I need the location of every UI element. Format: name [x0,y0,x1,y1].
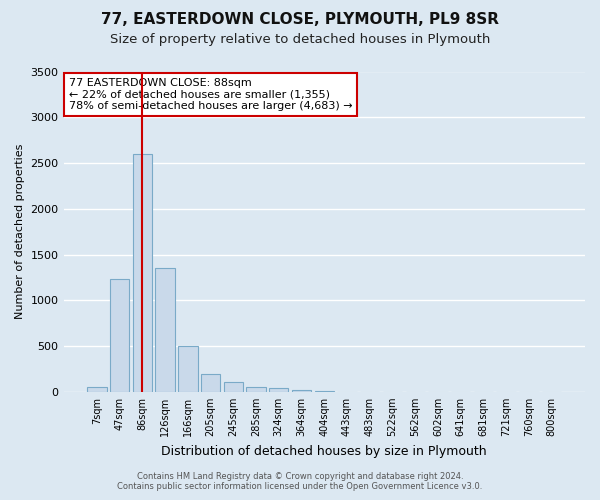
Bar [292,390,311,392]
X-axis label: Distribution of detached houses by size in Plymouth: Distribution of detached houses by size … [161,444,487,458]
Bar [201,374,220,392]
Text: Size of property relative to detached houses in Plymouth: Size of property relative to detached ho… [110,32,490,46]
Bar [178,346,197,392]
Bar [133,154,152,392]
Text: 77, EASTERDOWN CLOSE, PLYMOUTH, PL9 8SR: 77, EASTERDOWN CLOSE, PLYMOUTH, PL9 8SR [101,12,499,28]
Bar [155,268,175,392]
Y-axis label: Number of detached properties: Number of detached properties [15,144,25,320]
Bar [110,279,130,392]
Text: 77 EASTERDOWN CLOSE: 88sqm
← 22% of detached houses are smaller (1,355)
78% of s: 77 EASTERDOWN CLOSE: 88sqm ← 22% of deta… [69,78,352,111]
Text: Contains HM Land Registry data © Crown copyright and database right 2024.
Contai: Contains HM Land Registry data © Crown c… [118,472,482,491]
Bar [269,388,289,392]
Bar [224,382,243,392]
Bar [247,387,266,392]
Bar [87,387,107,392]
